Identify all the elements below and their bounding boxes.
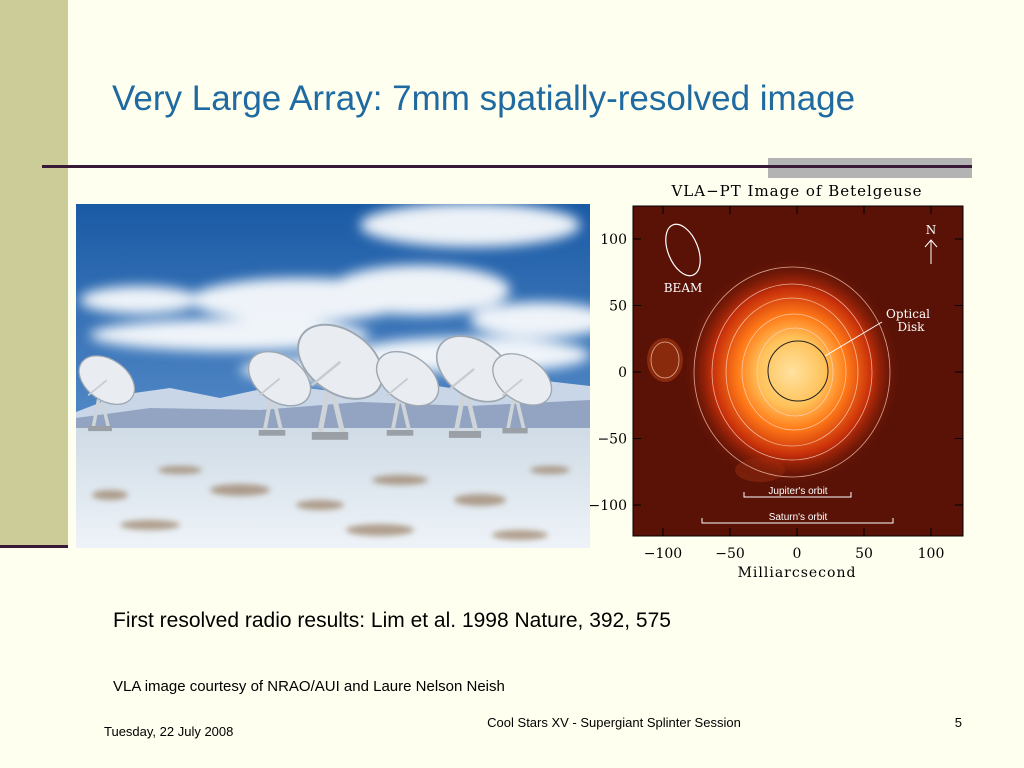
title-rule <box>42 165 972 168</box>
side-rule <box>0 545 68 548</box>
x-tick-label: 0 <box>793 546 802 562</box>
y-tick-label: 50 <box>609 299 627 315</box>
jupiter-label: Jupiter's orbit <box>768 486 827 497</box>
x-axis-label: Milliarcsecond <box>738 565 857 581</box>
north-label: N <box>926 223 937 237</box>
x-tick-label: 100 <box>918 546 945 562</box>
beam-label: BEAM <box>664 281 703 295</box>
vla-photo <box>76 204 590 548</box>
radio-image <box>633 206 963 536</box>
slide-title: Very Large Array: 7mm spatially-resolved… <box>112 79 855 118</box>
saturn-label: Saturn's orbit <box>769 512 828 523</box>
caption: First resolved radio results: Lim et al.… <box>113 609 671 632</box>
footer-page: 5 <box>955 715 962 730</box>
y-tick-label: 100 <box>600 232 627 248</box>
side-strip <box>0 0 68 545</box>
y-tick-label: 0 <box>618 365 627 381</box>
y-tick-label: −100 <box>589 498 627 514</box>
x-tick-label: 50 <box>855 546 873 562</box>
footer-session: Cool Stars XV - Supergiant Splinter Sess… <box>487 715 741 730</box>
axis-ticks: −100 −50 0 50 100 100 50 0 −50 −100 <box>589 206 963 562</box>
optical-label: Optical <box>886 307 930 321</box>
plot-frame <box>632 205 964 537</box>
credit: VLA image courtesy of NRAO/AUI and Laure… <box>113 678 505 695</box>
x-tick-label: −50 <box>715 546 745 562</box>
disk-label: Disk <box>898 320 926 334</box>
figure-title: VLA−PT Image of Betelgeuse <box>670 182 922 200</box>
x-tick-label: −100 <box>644 546 682 562</box>
y-tick-label: −50 <box>597 432 627 448</box>
footer-date: Tuesday, 22 July 2008 <box>104 724 233 739</box>
